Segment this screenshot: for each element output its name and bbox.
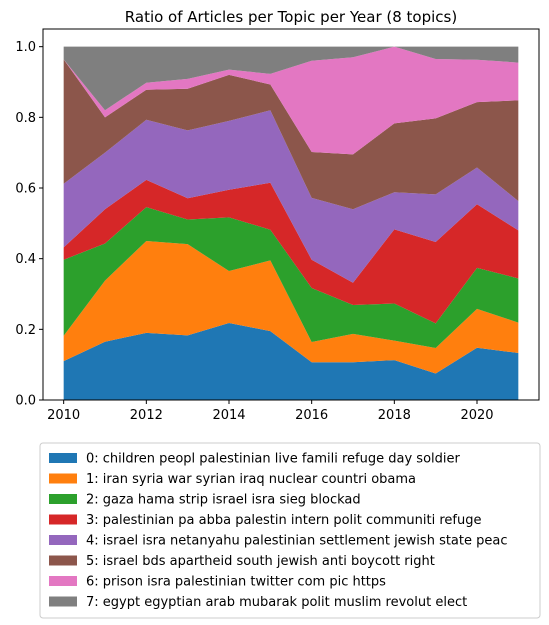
legend-label-5: 5: israel bds apartheid south jewish ant… (86, 554, 435, 569)
area-series-5 (63, 59, 519, 210)
legend-frame (39, 442, 541, 619)
x-tick-label: 2020 (460, 408, 493, 423)
x-tick-label: 2012 (130, 408, 163, 423)
area-series-2 (63, 207, 519, 349)
legend-label-2: 2: gaza hama strip israel isra sieg bloc… (86, 493, 361, 508)
area-series-0 (63, 322, 519, 400)
y-tick-label: 0.4 (15, 252, 36, 267)
y-tick-label: 0.8 (15, 111, 36, 126)
y-tick-label: 0.6 (15, 182, 36, 197)
area-series-7 (63, 46, 519, 111)
area-layers (63, 46, 519, 400)
legend-swatch-2 (49, 494, 77, 504)
area-series-3 (63, 179, 519, 324)
legend: 0: children peopl palestinian live famil… (39, 442, 541, 619)
legend-swatch-7 (49, 596, 77, 607)
legend-swatch-5 (49, 555, 77, 566)
y-tick-label: 0.2 (15, 323, 36, 338)
x-tick-label: 2018 (378, 408, 411, 423)
x-tick-label: 2016 (295, 408, 328, 423)
x-axis: 2010 2012 2014 2016 2018 2020 (47, 400, 494, 423)
legend-swatch-0 (49, 453, 77, 463)
y-axis: 0.0 0.2 0.4 0.6 0.8 1.0 (15, 40, 43, 409)
y-tick-label: 0.0 (15, 394, 36, 409)
legend-swatch-3 (49, 514, 77, 525)
area-series-6 (63, 46, 519, 155)
legend-swatch-4 (49, 535, 77, 545)
chart-title: Ratio of Articles per Topic per Year (8 … (125, 8, 457, 26)
y-tick-label: 1.0 (15, 40, 36, 55)
area-series-1 (63, 241, 519, 374)
legend-label-7: 7: egypt egyptian arab mubarak polit mus… (86, 595, 467, 610)
legend-label-0: 0: children peopl palestinian live famil… (86, 452, 460, 467)
legend-label-3: 3: palestinian pa abba palestin intern p… (86, 513, 481, 528)
legend-label-4: 4: israel isra netanyahu palestinian set… (86, 534, 508, 549)
legend-swatch-1 (49, 473, 77, 484)
plot-frame (42, 28, 540, 401)
legend-label-1: 1: iran syria war syrian iraq nuclear co… (86, 472, 416, 487)
x-tick-label: 2010 (47, 408, 80, 423)
legend-swatch-6 (49, 576, 77, 586)
legend-label-6: 6: prison isra palestinian twitter com p… (86, 575, 386, 590)
area-series-4 (63, 110, 519, 283)
x-tick-label: 2014 (212, 408, 245, 423)
